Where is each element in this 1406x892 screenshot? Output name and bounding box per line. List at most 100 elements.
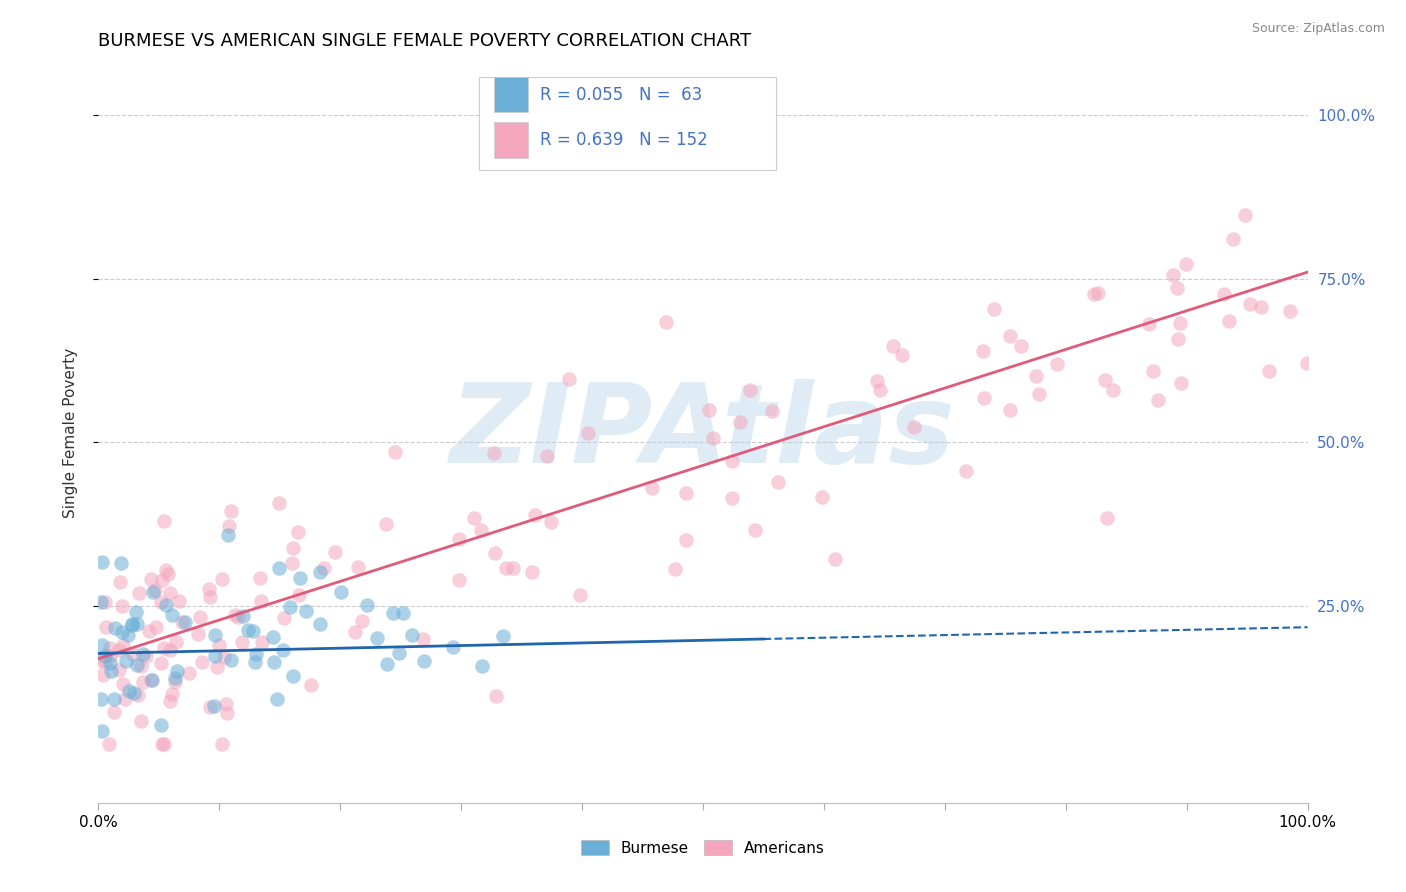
Point <box>153 514 176 528</box>
Point <box>112 638 135 652</box>
Point <box>1258 364 1281 378</box>
Point <box>172 615 194 630</box>
Point <box>524 508 547 522</box>
Point <box>160 608 183 623</box>
Point <box>204 698 226 713</box>
Point <box>94 654 117 668</box>
Point <box>90 654 112 668</box>
Point <box>132 675 155 690</box>
Point <box>1168 316 1191 330</box>
Point <box>441 640 464 654</box>
Text: R = 0.639   N = 152: R = 0.639 N = 152 <box>540 131 707 149</box>
Point <box>150 737 173 751</box>
Point <box>1239 297 1261 311</box>
Point <box>350 614 373 628</box>
Point <box>165 635 187 649</box>
Point <box>973 391 995 405</box>
Point <box>245 647 267 661</box>
Point <box>90 595 112 609</box>
Point <box>287 524 309 539</box>
Point <box>174 615 197 629</box>
Point <box>127 658 149 673</box>
Point <box>281 556 304 570</box>
Point <box>1167 332 1189 346</box>
Point <box>761 404 783 418</box>
Point <box>121 617 143 632</box>
Point <box>382 606 405 620</box>
Point <box>375 516 398 531</box>
Point <box>211 737 233 751</box>
Point <box>221 653 243 667</box>
Text: ZIPAtlas: ZIPAtlas <box>450 379 956 486</box>
Point <box>103 691 125 706</box>
Point <box>728 415 751 429</box>
Point <box>412 654 434 668</box>
Point <box>98 657 121 671</box>
Point <box>1170 376 1192 390</box>
Point <box>1046 357 1069 371</box>
Point <box>96 620 118 634</box>
Point <box>447 573 470 587</box>
Point <box>212 650 235 665</box>
Point <box>697 402 720 417</box>
Point <box>1218 313 1240 327</box>
Point <box>122 686 145 700</box>
Point <box>484 547 506 561</box>
Point <box>139 673 162 687</box>
Point <box>740 383 762 397</box>
Point <box>495 560 517 574</box>
Point <box>125 617 148 632</box>
Point <box>118 683 141 698</box>
Point <box>281 669 304 683</box>
Point <box>149 717 172 731</box>
Point <box>347 560 370 574</box>
Point <box>207 639 229 653</box>
Point <box>90 724 112 739</box>
Point <box>262 630 284 644</box>
Point <box>641 481 664 495</box>
Point <box>267 496 290 510</box>
Point <box>891 348 914 362</box>
Point <box>278 599 301 614</box>
Point <box>998 403 1021 417</box>
Point <box>1094 373 1116 387</box>
Point <box>492 629 515 643</box>
Point <box>449 532 471 546</box>
Point <box>1175 257 1198 271</box>
Point <box>273 611 295 625</box>
Point <box>204 628 226 642</box>
Point <box>228 610 250 624</box>
Point <box>1250 301 1272 315</box>
Point <box>115 654 138 668</box>
Point <box>721 491 744 506</box>
Point <box>249 571 271 585</box>
Point <box>1025 368 1047 383</box>
Point <box>163 674 186 689</box>
Bar <box>494 77 527 112</box>
Point <box>217 528 239 542</box>
Point <box>91 555 114 569</box>
Point <box>159 586 181 600</box>
Point <box>299 678 322 692</box>
Point <box>271 643 294 657</box>
Point <box>766 475 789 489</box>
Point <box>150 657 173 671</box>
Point <box>824 551 846 566</box>
Text: Source: ZipAtlas.com: Source: ZipAtlas.com <box>1251 22 1385 36</box>
Point <box>204 648 226 663</box>
Point <box>231 635 253 649</box>
Point <box>1147 392 1170 407</box>
Point <box>569 588 592 602</box>
Text: R = 0.055   N =  63: R = 0.055 N = 63 <box>540 86 702 103</box>
Point <box>177 666 200 681</box>
Point <box>1213 287 1236 301</box>
Point <box>169 594 191 608</box>
Point <box>578 425 600 440</box>
Point <box>1163 268 1185 282</box>
Point <box>1166 281 1188 295</box>
Point <box>309 616 332 631</box>
FancyBboxPatch shape <box>479 78 776 169</box>
Point <box>121 617 143 632</box>
Text: BURMESE VS AMERICAN SINGLE FEMALE POVERTY CORRELATION CHART: BURMESE VS AMERICAN SINGLE FEMALE POVERT… <box>98 32 752 50</box>
Point <box>540 515 562 529</box>
